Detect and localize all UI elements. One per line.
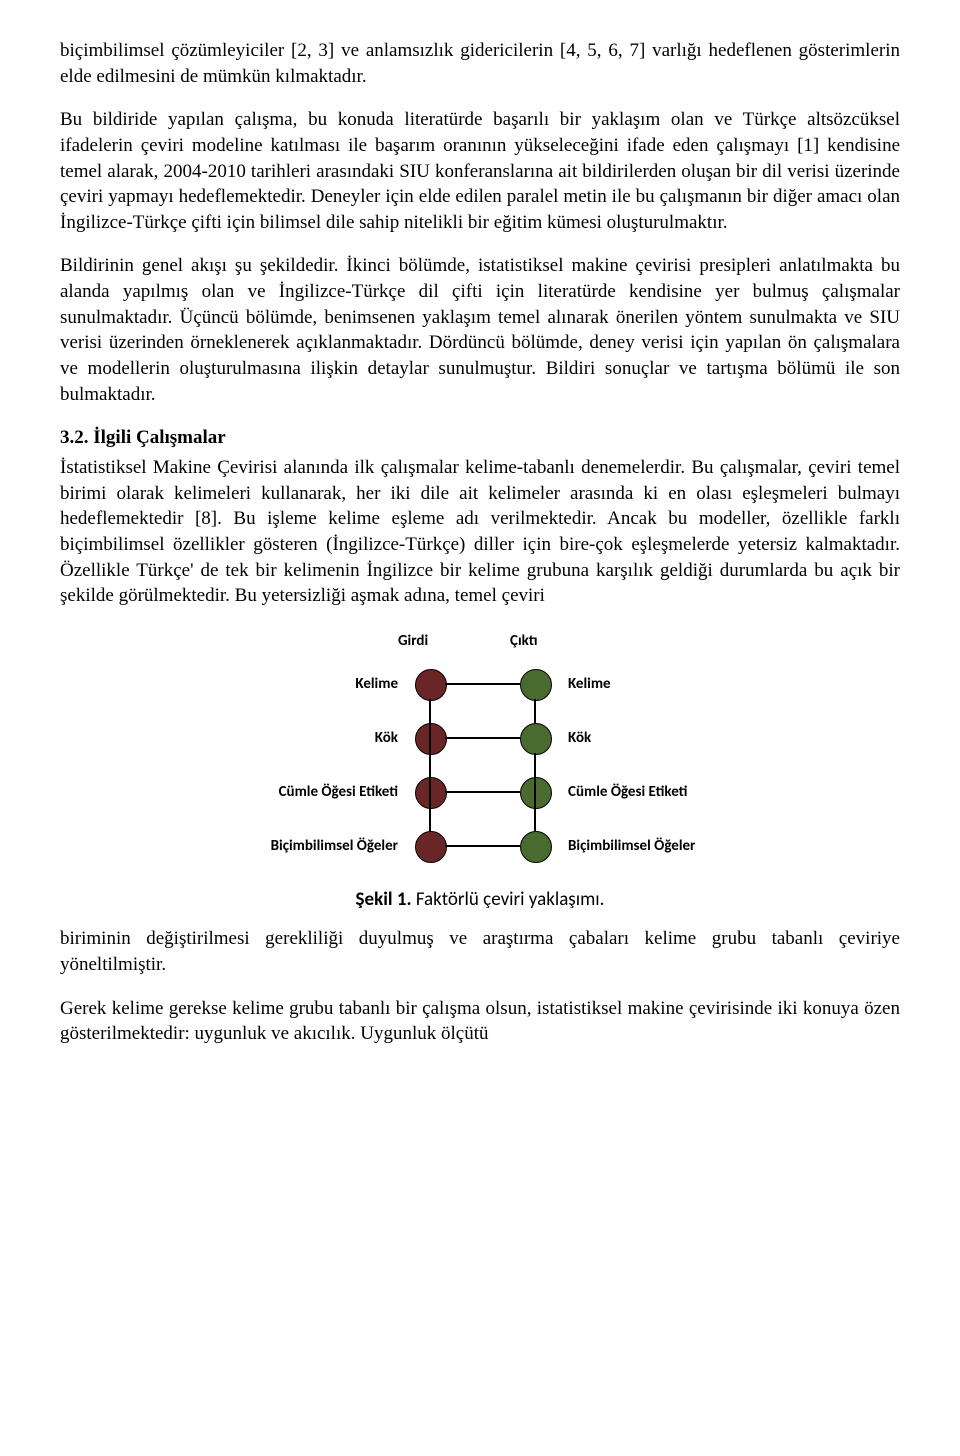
figure-row-label-right: Kök — [568, 728, 591, 748]
figure-1-diagram: Girdi Çıktı Kelime Kelime Kök Kök Cümle Öğesi … — [220, 627, 740, 877]
paragraph-6: Gerek kelime gerekse kelime grubu tabanl… — [60, 996, 900, 1047]
figure-node-right — [520, 723, 552, 755]
figure-row-label-left: Biçimbilimsel Öğeler — [271, 836, 398, 856]
figure-row-label-left: Kelime — [355, 674, 398, 694]
figure-row-label-left: Cümle Öğesi Etiketi — [279, 782, 398, 802]
figure-edge — [445, 791, 520, 793]
paragraph-5: biriminin değiştirilmesi gerekliliği duy… — [60, 926, 900, 977]
paragraph-3: Bildirinin genel akışı şu şekildedir. İk… — [60, 253, 900, 407]
figure-edge — [534, 699, 536, 723]
figure-1: Girdi Çıktı Kelime Kelime Kök Kök Cümle Öğesi … — [60, 627, 900, 913]
figure-edge — [534, 753, 536, 831]
paragraph-2: Bu bildiride yapılan çalışma, bu konuda … — [60, 107, 900, 235]
section-heading: 3.2. İlgili Çalışmalar — [60, 425, 900, 451]
figure-row-label-right: Kelime — [568, 674, 611, 694]
figure-row-label-right: Cümle Öğesi Etiketi — [568, 782, 687, 802]
figure-node-right — [520, 669, 552, 701]
figure-edge — [445, 683, 520, 685]
paragraph-1: biçimbilimsel çözümleyiciler [2, 3] ve a… — [60, 38, 900, 89]
figure-node-left — [415, 777, 447, 809]
figure-1-caption: Şekil 1. Faktörlü çeviri yaklaşımı. — [356, 887, 605, 913]
figure-row-label-left: Kök — [375, 728, 398, 748]
figure-1-caption-text: Faktörlü çeviri yaklaşımı. — [412, 888, 605, 911]
figure-col-header-input: Girdi — [398, 631, 428, 651]
figure-node-right — [520, 831, 552, 863]
figure-node-right — [520, 777, 552, 809]
figure-edge — [429, 699, 431, 831]
figure-edge — [445, 845, 520, 847]
figure-row-label-right: Biçimbilimsel Öğeler — [568, 836, 695, 856]
paragraph-4: İstatistiksel Makine Çevirisi alanında i… — [60, 455, 900, 609]
figure-edge — [445, 737, 520, 739]
figure-node-left — [415, 669, 447, 701]
figure-node-left — [415, 831, 447, 863]
figure-col-header-output: Çıktı — [510, 631, 538, 651]
figure-1-caption-label: Şekil 1. — [356, 888, 412, 911]
figure-node-left — [415, 723, 447, 755]
